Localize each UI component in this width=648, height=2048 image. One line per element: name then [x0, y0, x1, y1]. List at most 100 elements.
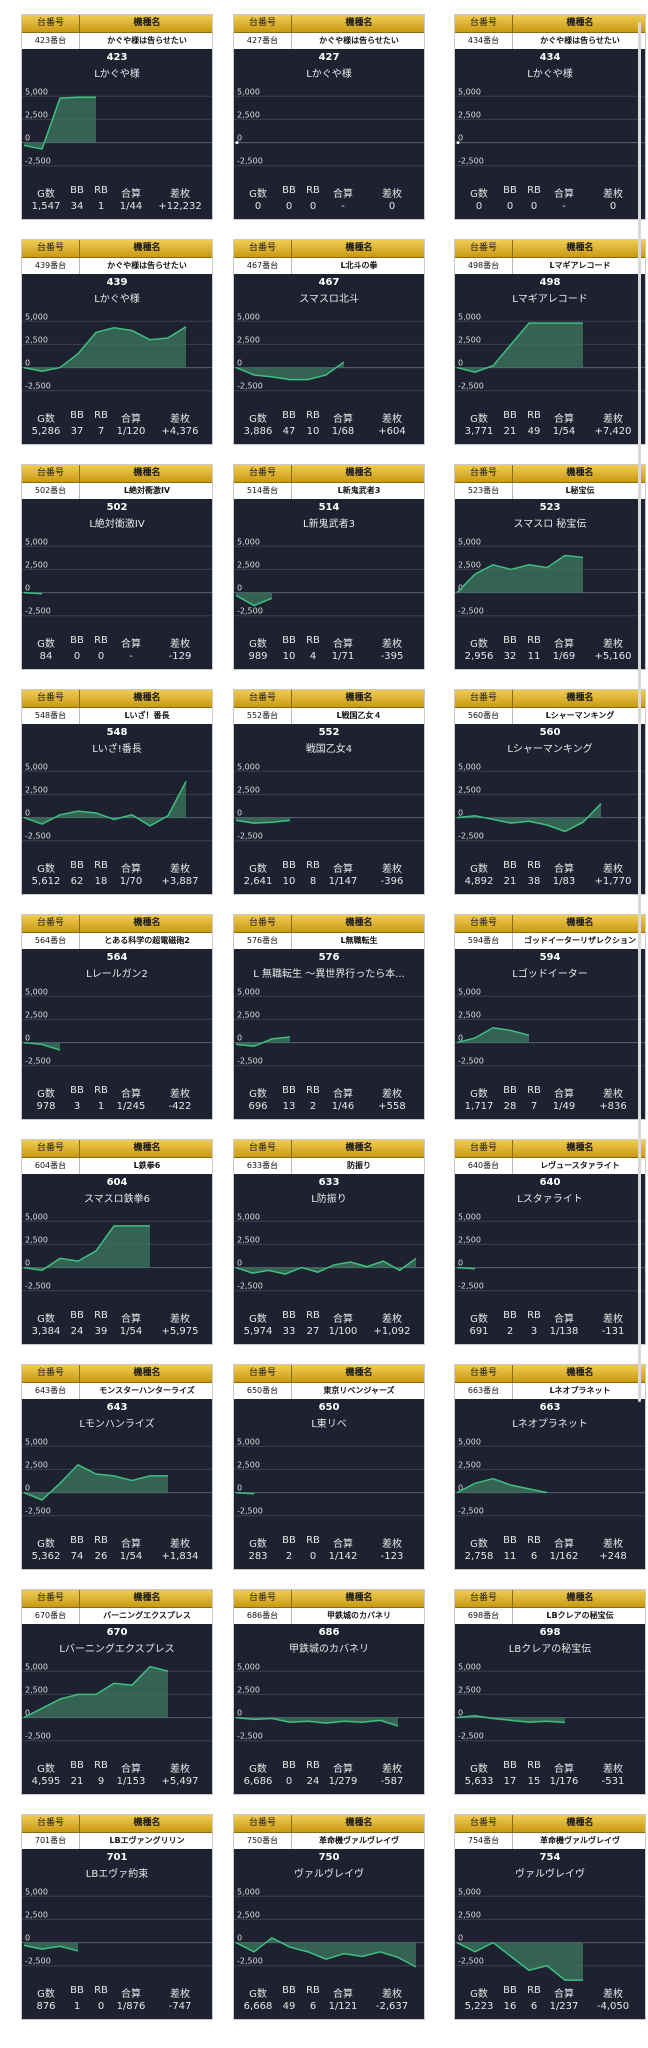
machine-card[interactable]: 台番号 機種名 698番台 LBクレアの秘宝伝 698 LBクレアの秘宝伝 G数 BB RB 合算… [454, 1589, 646, 1795]
machine-card[interactable]: 台番号 機種名 514番台 L新鬼武者3 514 L新鬼武者3 G数 BB RB 合算 差枚 989 1… [233, 464, 425, 670]
model-name-header: 機種名 [566, 1368, 594, 1378]
machine-no-header: 台番号 [22, 15, 80, 32]
tick-label: 2,500 [25, 110, 48, 119]
tick-label: 0 [237, 1259, 242, 1268]
diff-chart: 5,000 2,500 0 -2,500 [234, 87, 424, 167]
machine-card[interactable]: 台番号 機種名 498番台 Lマギアレコード 498 Lマギアレコード G数 BB RB 合算 差枚… [454, 239, 646, 445]
diff-point [456, 141, 460, 145]
machine-card[interactable]: 台番号 機種名 423番台 かぐや様は告らせたい 423 Lかぐや様 G数 BB RB 合算 差枚 1… [21, 14, 213, 220]
machine-card[interactable]: 台番号 機種名 523番台 L秘宝伝 523 スマスロ 秘宝伝 G数 BB RB 合算 差枚 2,95… [454, 464, 646, 670]
rb-label: RB [527, 185, 541, 196]
rb-label: RB [306, 1760, 320, 1771]
machine-card[interactable]: 台番号 機種名 686番台 甲鉄城のカバネリ 686 甲鉄城のカバネリ G数 BB RB 合算 差枚… [233, 1589, 425, 1795]
machine-card[interactable]: 台番号 機種名 750番台 革命機ヴァルヴレイヴ 750 ヴァルヴレイヴ G数 BB RB 合算 差… [233, 1814, 425, 2020]
tick-label: -2,500 [237, 1282, 263, 1291]
machine-card[interactable]: 台番号 機種名 552番台 L戦国乙女４ 552 戦国乙女4 G数 BB RB 合算 差枚 2,641… [233, 689, 425, 895]
model-name: L秘宝伝 [565, 486, 595, 495]
tick-label: 0 [25, 1484, 30, 1493]
model-name: 東京リベンジャーズ [323, 1386, 395, 1395]
games-label: G数 [249, 1089, 267, 1100]
games-value: 5,223 [464, 2001, 494, 2012]
machine-title: ヴァルヴレイヴ [515, 1869, 585, 1880]
combined-label: 合算 [121, 414, 141, 425]
bb-value: 24 [70, 1326, 84, 1337]
rb-value: 3 [530, 1326, 538, 1337]
card-subheader: 594番台 ゴッドイーターリザレクション [455, 933, 645, 949]
diff-label: 差枚 [382, 1089, 402, 1100]
model-name: LBクレアの秘宝伝 [546, 1611, 614, 1620]
machine-no-header: 台番号 [22, 690, 80, 707]
machine-card[interactable]: 台番号 機種名 663番台 Lネオプラネット 663 Lネオプラネット G数 BB RB 合算 差枚… [454, 1364, 646, 1570]
bb-value: 34 [70, 201, 84, 212]
machine-card[interactable]: 台番号 機種名 633番台 防振り 633 L防振り G数 BB RB 合算 差枚 5,974 33 27… [233, 1139, 425, 1345]
tick-label: 5,000 [458, 87, 481, 96]
combined-label: 合算 [554, 864, 574, 875]
rb-label: RB [94, 860, 108, 871]
tick-label: 5,000 [458, 987, 481, 996]
card-subheader: 754番台 革命機ヴァルヴレイヴ [455, 1833, 645, 1849]
machine-card[interactable]: 台番号 機種名 434番台 かぐや様は告らせたい 434 Lかぐや様 G数 BB RB 合算 差枚 0… [454, 14, 646, 220]
model-name-header: 機種名 [133, 1593, 161, 1603]
combined-value: 1/68 [331, 426, 355, 437]
games-value: 5,974 [243, 1326, 273, 1337]
machine-title: スマスロ鉄拳6 [83, 1194, 151, 1205]
machine-card[interactable]: 台番号 機種名 701番台 LBエヴァングリリン 701 LBエヴァ約束 G数 BB RB 合算 差… [21, 1814, 213, 2020]
tick-label: 0 [237, 134, 242, 143]
bb-value: 13 [282, 1101, 296, 1112]
model-name: Lいざ！番長 [124, 711, 170, 720]
machine-no-header: 台番号 [22, 1365, 80, 1382]
machine-no-label: 423番台 [22, 33, 80, 49]
model-name-header: 機種名 [345, 1593, 373, 1603]
games-label: G数 [470, 1764, 488, 1775]
combined-label: 合算 [121, 1089, 141, 1100]
machine-card[interactable]: 台番号 機種名 548番台 Lいざ！番長 548 Lいざ!番長 G数 BB RB 合算 差枚 5,61… [21, 689, 213, 895]
model-name: 革命機ヴァルヴレイヴ [540, 1836, 620, 1845]
machine-card[interactable]: 台番号 機種名 670番台 バーニングエクスプレス 670 Lバーニングエクスプレス G数 B… [21, 1589, 213, 1795]
tick-label: 5,000 [25, 1212, 48, 1221]
machine-card[interactable]: 台番号 機種名 427番台 かぐや様は告らせたい 427 Lかぐや様 G数 BB RB 合算 差枚 0… [233, 14, 425, 220]
model-name: ゴッドイーターリザレクション [524, 936, 636, 945]
diff-area [457, 323, 583, 373]
bb-value: 10 [282, 876, 296, 887]
machine-card[interactable]: 台番号 機種名 467番台 L北斗の拳 467 スマスロ北斗 G数 BB RB 合算 差枚 3,886… [233, 239, 425, 445]
machine-card[interactable]: 台番号 機種名 502番台 L絶対衝激IV 502 L絶対衝激IV G数 BB RB 合算 差枚 84… [21, 464, 213, 670]
model-name-header: 機種名 [133, 1368, 161, 1378]
machine-card[interactable]: 台番号 機種名 604番台 L鉄拳6 604 スマスロ鉄拳6 G数 BB RB 合算 差枚 3,384… [21, 1139, 213, 1345]
games-label: G数 [37, 1764, 55, 1775]
machine-card[interactable]: 台番号 機種名 643番台 モンスターハンターライズ 643 Lモンハンライズ G数 BB RB… [21, 1364, 213, 1570]
diff-line [456, 1026, 530, 1044]
card-header: 台番号 機種名 [22, 240, 212, 258]
model-name-header: 機種名 [566, 918, 594, 928]
combined-value: - [129, 651, 133, 662]
diff-area [236, 592, 272, 606]
machine-card[interactable]: 台番号 機種名 564番台 とある科学の超電磁砲2 564 Lレールガン2 G数 BB RB 合算… [21, 914, 213, 1120]
machine-card[interactable]: 台番号 機種名 594番台 ゴッドイーターリザレクション 594 Lゴッドイーター G数 BB… [454, 914, 646, 1120]
machine-card[interactable]: 台番号 機種名 560番台 Lシャーマンキング 560 Lシャーマンキング G数 BB RB 合算… [454, 689, 646, 895]
rb-label: RB [306, 185, 320, 196]
diff-label: 差枚 [382, 189, 402, 200]
model-name: Lシャーマンキング [545, 711, 615, 720]
tick-label: 2,500 [237, 785, 260, 794]
machine-no-label: 701番台 [22, 1833, 80, 1849]
machine-card[interactable]: 台番号 機種名 650番台 東京リベンジャーズ 650 L東リベ G数 BB RB 合算 差枚 283… [233, 1364, 425, 1570]
machine-card[interactable]: 台番号 機種名 754番台 革命機ヴァルヴレイヴ 754 ヴァルヴレイヴ G数 BB RB 合算 差… [454, 1814, 646, 2020]
tick-label: 2,500 [237, 1460, 260, 1469]
tick-label: 5,000 [458, 312, 481, 321]
tick-label: 5,000 [458, 1662, 481, 1671]
machine-no-header: 台番号 [455, 1140, 513, 1157]
games-label: G数 [470, 1989, 488, 2000]
machine-card[interactable]: 台番号 機種名 640番台 レヴュースタァライト 640 Lスタァライト G数 BB RB 合算 差… [454, 1139, 646, 1345]
scrollbar[interactable] [638, 22, 641, 1402]
tick-label: -2,500 [458, 1732, 484, 1741]
diff-label: 差枚 [382, 639, 402, 650]
machine-card[interactable]: 台番号 機種名 576番台 L無職転生 576 L 無職転生 〜異世界行ったら本... G数… [233, 914, 425, 1120]
games-label: G数 [470, 1314, 488, 1325]
rb-value: 4 [309, 651, 317, 662]
rb-label: RB [94, 635, 108, 646]
games-value: 283 [248, 1551, 268, 1562]
bb-value: 2 [285, 1551, 293, 1562]
games-label: G数 [470, 1539, 488, 1550]
machine-card[interactable]: 台番号 機種名 439番台 かぐや様は告らせたい 439 Lかぐや様 G数 BB RB 合算 差枚 5… [21, 239, 213, 445]
combined-label: 合算 [333, 1314, 353, 1325]
bb-value: 16 [503, 2001, 517, 2012]
